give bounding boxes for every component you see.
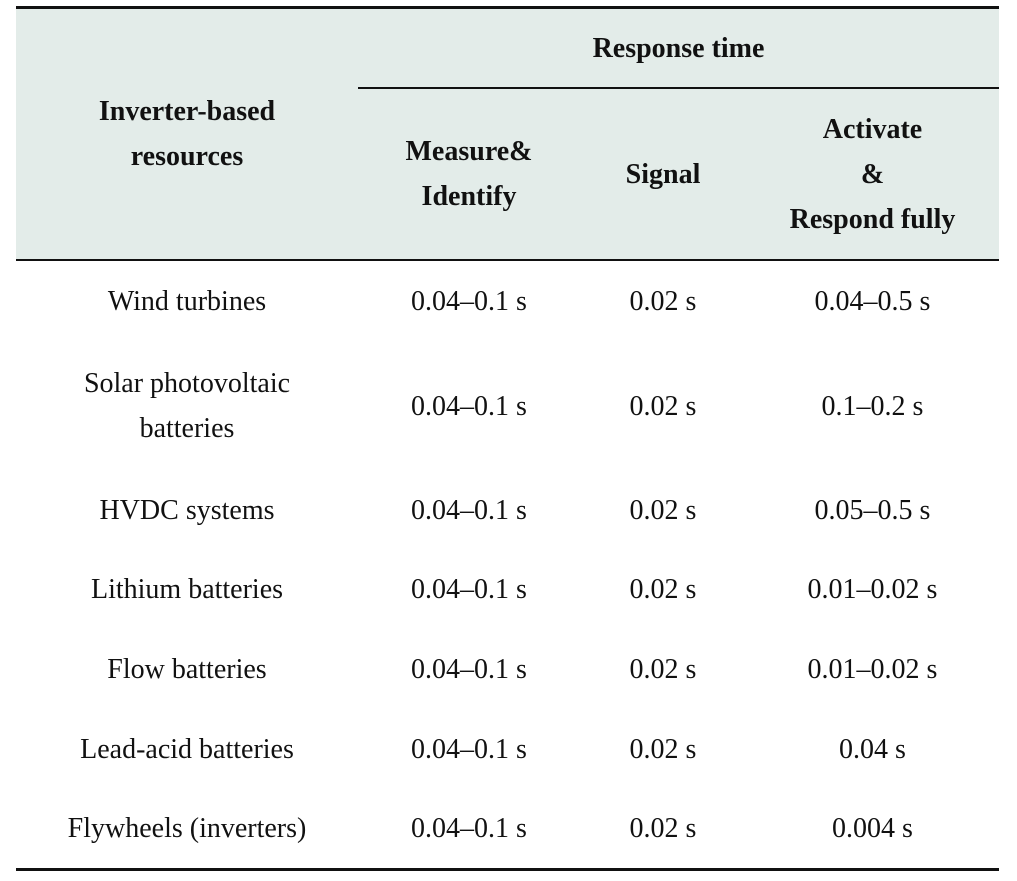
header-resource: Inverter-based resources (98, 96, 276, 172)
cell-activate: 0.04 s (839, 733, 906, 765)
cell-activate: 0.01–0.02 s (807, 573, 938, 605)
cell-resource: Solar photovoltaic batteries (83, 368, 291, 444)
cell-signal: 0.02 s (629, 813, 697, 844)
cell-resource: Flow batteries (107, 653, 267, 685)
header-bottom-rule (16, 259, 999, 261)
cell-resource: Lead-acid batteries (80, 733, 294, 765)
cell-activate: 0.01–0.02 s (807, 653, 938, 685)
group-header-rule (358, 87, 999, 89)
cell-resource: Lithium batteries (90, 573, 284, 605)
top-rule (16, 6, 999, 9)
bottom-rule (16, 868, 999, 871)
cell-activate: 0.1–0.2 s (821, 390, 924, 422)
cell-signal: 0.02 s (629, 653, 697, 685)
header-activate-respond: Activate & Respond fully (789, 113, 956, 235)
header-measure-identify: Measure& Identify (405, 136, 533, 212)
cell-measure: 0.04–0.1 s (411, 285, 527, 317)
cell-measure: 0.04–0.1 s (411, 733, 527, 765)
cell-measure: 0.04–0.1 s (411, 494, 527, 526)
cell-measure: 0.04–0.1 s (411, 813, 527, 844)
header-response-time: Response time (592, 32, 765, 64)
cell-resource: Wind turbines (107, 285, 267, 317)
cell-resource: Flywheels (inverters) (67, 813, 307, 844)
cell-measure: 0.04–0.1 s (411, 390, 527, 422)
cell-measure: 0.04–0.1 s (411, 573, 527, 605)
cell-signal: 0.02 s (629, 494, 697, 526)
cell-activate: 0.05–0.5 s (814, 494, 931, 526)
cell-activate: 0.004 s (832, 813, 913, 844)
cell-signal: 0.02 s (629, 285, 697, 317)
cell-activate: 0.04–0.5 s (814, 285, 931, 317)
cell-signal: 0.02 s (629, 390, 697, 422)
table-header-background (16, 9, 999, 259)
cell-signal: 0.02 s (629, 733, 697, 765)
cell-resource: HVDC systems (99, 494, 275, 526)
header-signal: Signal (625, 158, 701, 190)
cell-measure: 0.04–0.1 s (411, 653, 527, 685)
cell-signal: 0.02 s (629, 573, 697, 605)
